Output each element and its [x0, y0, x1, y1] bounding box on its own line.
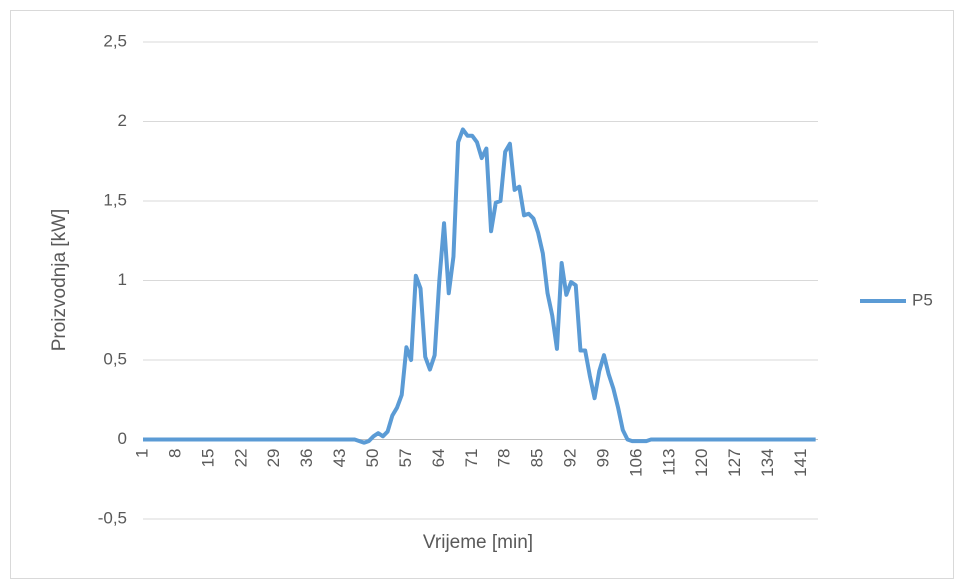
- y-axis-title: Proizvodnja [kW]: [49, 209, 70, 352]
- x-tick-label: 113: [659, 449, 678, 476]
- x-tick-label: 15: [198, 449, 217, 468]
- y-tick-label: -0,5: [98, 508, 127, 527]
- x-tick-label: 22: [231, 449, 250, 468]
- y-tick-label: 2: [118, 111, 127, 130]
- x-tick-label: 99: [593, 449, 612, 468]
- x-tick-label: 8: [165, 449, 184, 458]
- x-tick-label: 1: [132, 449, 151, 458]
- x-tick-label: 78: [495, 449, 514, 468]
- x-tick-label: 120: [692, 449, 711, 477]
- y-tick-label: 1,5: [103, 190, 127, 209]
- y-tick-label: 2,5: [103, 31, 127, 50]
- x-axis-title: Vrijeme [min]: [423, 532, 533, 553]
- x-tick-label: 134: [758, 449, 777, 477]
- data-line: [143, 127, 816, 445]
- x-tick-label: 141: [791, 449, 810, 477]
- x-tick-label: 43: [330, 449, 349, 468]
- y-tick-label: 1: [118, 270, 127, 289]
- y-tick-label: 0,5: [103, 349, 127, 368]
- x-tick-label: 85: [528, 449, 547, 468]
- x-tick-label: 29: [264, 449, 283, 468]
- x-tick-label: 57: [396, 449, 415, 468]
- y-tick-label: 0: [118, 429, 127, 448]
- x-tick-label: 36: [297, 449, 316, 468]
- x-tick-label: 127: [725, 449, 744, 477]
- x-tick-label: 92: [561, 449, 580, 468]
- legend-label: P5: [912, 290, 933, 309]
- x-tick-label: 64: [429, 449, 448, 468]
- x-tick-label: 106: [626, 449, 645, 477]
- chart-border: [10, 10, 954, 579]
- x-tick-label: 50: [363, 449, 382, 468]
- x-tick-label: 71: [462, 449, 481, 468]
